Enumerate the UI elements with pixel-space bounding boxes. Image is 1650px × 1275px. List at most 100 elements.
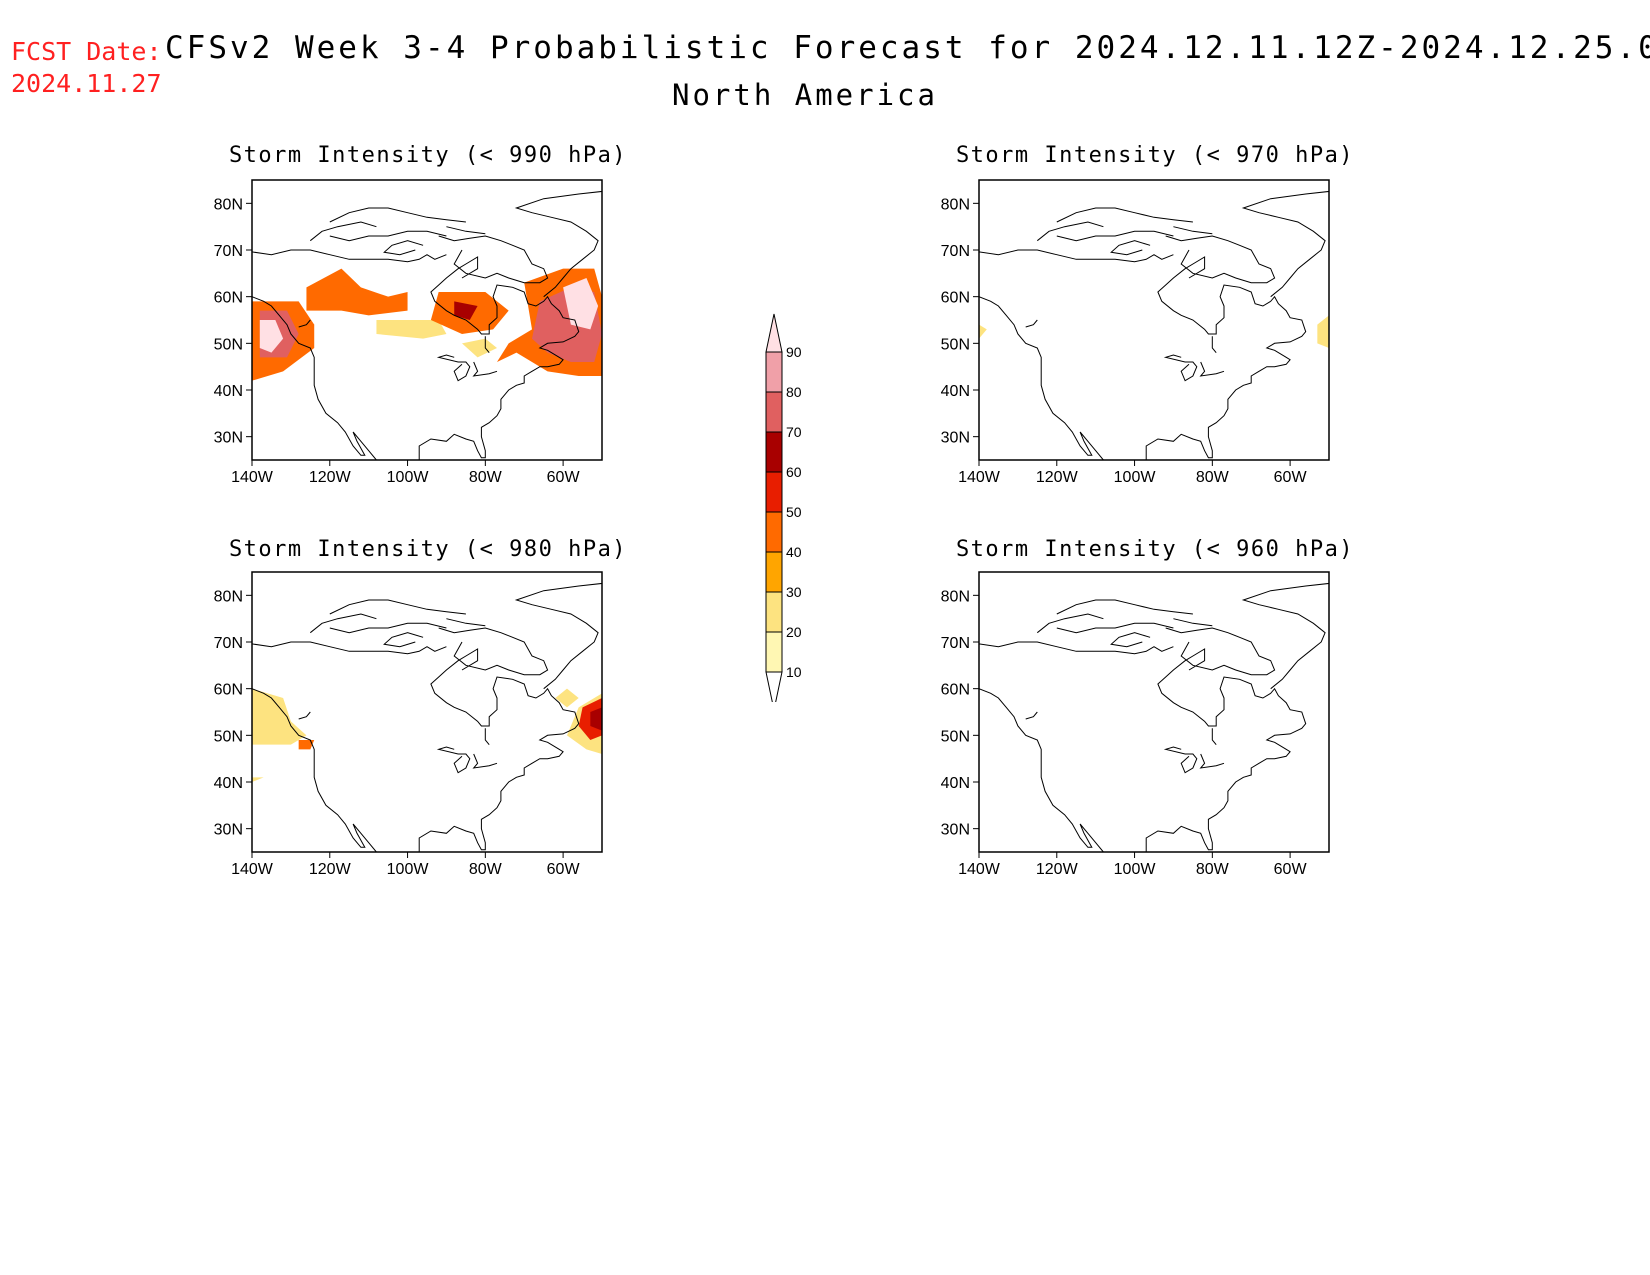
lat-tick-label: 50N — [214, 728, 243, 745]
lat-tick-label: 60N — [941, 290, 970, 307]
lat-tick-label: 50N — [941, 728, 970, 745]
panel-title-970: Storm Intensity (< 970 hPa) — [955, 143, 1355, 168]
colorbar-label: 60 — [786, 464, 802, 480]
colorbar-segment — [766, 472, 782, 512]
probability-region — [555, 688, 579, 708]
lat-tick-label: 30N — [214, 822, 243, 839]
probability-region — [563, 278, 599, 330]
colorbar-segment — [766, 632, 782, 672]
coastline — [1199, 753, 1225, 769]
colorbar-segment — [766, 512, 782, 552]
coastline — [472, 753, 498, 769]
coastline — [472, 361, 498, 377]
lat-tick-label: 50N — [941, 336, 970, 353]
lat-tick-label: 40N — [941, 383, 970, 400]
colorbar-segment — [766, 352, 782, 392]
colorbar-segment — [766, 552, 782, 592]
colorbar-bottom-arrow — [765, 671, 783, 702]
probability-region — [376, 320, 447, 339]
lon-tick-label: 80W — [1196, 861, 1230, 878]
coastline — [329, 230, 447, 242]
colorbar-top-arrow — [765, 313, 783, 353]
coastline — [484, 336, 490, 354]
coastline — [252, 688, 377, 852]
coastline — [329, 622, 447, 634]
lat-tick-label: 80N — [214, 588, 243, 605]
coastline — [1165, 627, 1276, 676]
region-subtitle: North America — [672, 78, 938, 112]
lat-tick-label: 30N — [941, 430, 970, 447]
colorbar-label: 20 — [786, 624, 802, 640]
probability-region — [306, 268, 408, 316]
coastline — [979, 641, 1174, 655]
lon-tick-label: 80W — [469, 861, 503, 878]
coastline — [979, 688, 1104, 852]
colorbar-label: 80 — [786, 384, 802, 400]
coastline — [438, 235, 549, 284]
coastline — [298, 319, 311, 328]
probability-region — [1317, 315, 1329, 348]
lat-tick-label: 70N — [941, 243, 970, 260]
lon-tick-label: 100W — [387, 469, 430, 486]
probability-region — [252, 777, 264, 782]
coastline — [484, 728, 490, 746]
coastline — [1211, 336, 1217, 354]
probability-region — [252, 688, 307, 745]
lat-tick-label: 30N — [214, 430, 243, 447]
coastline — [979, 296, 1104, 460]
map-frame — [978, 571, 1330, 853]
lat-tick-label: 40N — [941, 775, 970, 792]
lat-tick-label: 70N — [941, 635, 970, 652]
map-panel-960: 80N 70N 60N 50N 40N 30N 140W 120W 100W 80W 60W — [941, 571, 1330, 878]
coastline — [1173, 226, 1213, 235]
coastline — [514, 582, 602, 690]
probability-region — [454, 301, 478, 320]
lon-tick-label: 60W — [1274, 861, 1308, 878]
colorbar-label: 50 — [786, 504, 802, 520]
coastline — [298, 711, 311, 720]
coastline — [1199, 361, 1225, 377]
coastline — [979, 249, 1174, 263]
lat-tick-label: 40N — [214, 383, 243, 400]
lon-tick-label: 140W — [231, 469, 274, 486]
probability-region — [259, 320, 284, 353]
coastline — [1036, 613, 1104, 634]
lon-tick-label: 80W — [1196, 469, 1230, 486]
coastline — [252, 641, 447, 655]
lon-tick-label: 120W — [309, 861, 352, 878]
coastline — [1211, 728, 1217, 746]
coastline — [383, 632, 424, 648]
probability-region — [578, 698, 602, 740]
lat-tick-label: 80N — [214, 196, 243, 213]
lon-tick-label: 80W — [469, 469, 503, 486]
lon-tick-label: 100W — [387, 861, 430, 878]
colorbar-label: 30 — [786, 584, 802, 600]
coastline — [1025, 319, 1038, 328]
colorbar-label: 70 — [786, 424, 802, 440]
colorbar-label: 10 — [786, 664, 802, 680]
lat-tick-label: 60N — [941, 682, 970, 699]
lon-tick-label: 140W — [958, 469, 1001, 486]
coastline — [1145, 648, 1307, 852]
coastline — [1145, 256, 1307, 460]
lat-tick-label: 30N — [941, 822, 970, 839]
lon-tick-label: 120W — [1036, 469, 1079, 486]
forecast-date: FCST Date: 2024.11.27 — [11, 36, 162, 100]
coastline — [309, 221, 377, 242]
probability-region — [979, 324, 987, 339]
map-frame — [978, 179, 1330, 461]
lon-tick-label: 100W — [1114, 469, 1157, 486]
panel-title-980: Storm Intensity (< 980 hPa) — [228, 537, 628, 562]
coastline — [1165, 235, 1276, 284]
coastline — [1163, 354, 1198, 382]
probability-region — [298, 740, 315, 750]
map-panel-980: 80N 70N 60N 50N 40N 30N 140W 120W 100W 80W 60W — [214, 571, 603, 878]
coastline — [1163, 746, 1198, 774]
coastline — [418, 648, 580, 852]
lat-tick-label: 70N — [214, 635, 243, 652]
coastline — [1241, 190, 1329, 298]
coastline — [1241, 582, 1329, 690]
probability-region — [462, 338, 497, 358]
colorbar-segment — [766, 392, 782, 432]
lat-tick-label: 60N — [214, 290, 243, 307]
